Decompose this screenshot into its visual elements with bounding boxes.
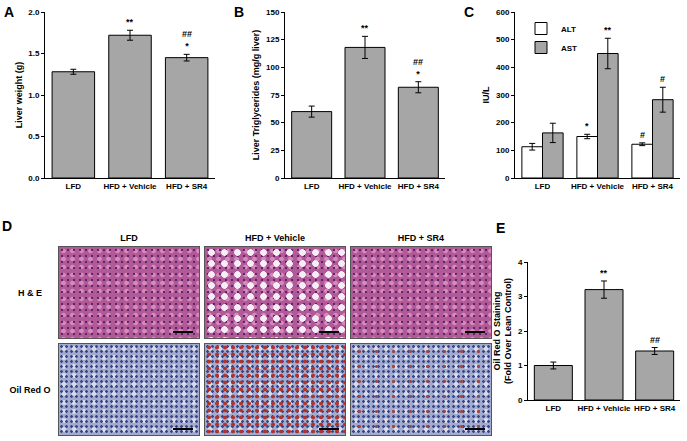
svg-text:LFD: LFD <box>66 182 82 191</box>
svg-text:A: A <box>4 4 14 20</box>
svg-text:HFD + Vehicle: HFD + Vehicle <box>577 404 631 413</box>
svg-text:HFD + SR4: HFD + SR4 <box>634 404 676 413</box>
svg-text:##: ## <box>650 335 660 345</box>
html-text:HFD + Vehicle: HFD + Vehicle <box>245 233 305 243</box>
html-text:Oil Red O: Oil Red O <box>9 384 51 395</box>
svg-text:2: 2 <box>518 327 523 336</box>
svg-text:#: # <box>640 130 645 140</box>
svg-text:##*: ##* <box>413 57 423 79</box>
svg-text:1.0: 1.0 <box>28 91 40 100</box>
svg-text:HFD + SR4: HFD + SR4 <box>632 182 674 191</box>
svg-text:400: 400 <box>496 63 510 72</box>
svg-text:**: ** <box>600 268 608 278</box>
svg-text:LFD: LFD <box>535 182 551 191</box>
html-text:HFD + SR4: HFD + SR4 <box>397 233 445 243</box>
svg-text:1.5: 1.5 <box>28 49 40 58</box>
svg-text:100: 100 <box>496 146 510 155</box>
svg-text:ALT: ALT <box>561 25 576 34</box>
svg-text:Oil Red O Staining(Fold Over L: Oil Red O Staining(Fold Over Lean Contro… <box>492 278 514 384</box>
svg-text:50: 50 <box>270 118 279 127</box>
svg-text:25: 25 <box>270 146 279 155</box>
svg-text:LFD: LFD <box>546 404 562 413</box>
svg-text:0: 0 <box>275 174 280 183</box>
svg-text:100: 100 <box>266 63 280 72</box>
html-text:H & E: H & E <box>18 287 42 298</box>
svg-text:300: 300 <box>496 91 510 100</box>
svg-text:125: 125 <box>266 35 280 44</box>
svg-text:0: 0 <box>505 174 510 183</box>
svg-text:LFD: LFD <box>304 182 320 191</box>
svg-text:AST: AST <box>561 44 577 53</box>
svg-text:0.5: 0.5 <box>28 132 40 141</box>
svg-text:##*: ##* <box>182 29 192 51</box>
svg-text:4: 4 <box>518 258 523 267</box>
svg-text:HFD + Vehicle: HFD + Vehicle <box>338 182 392 191</box>
svg-text:**: ** <box>604 25 612 35</box>
svg-text:150: 150 <box>266 8 280 17</box>
svg-text:600: 600 <box>496 8 510 17</box>
svg-text:**: ** <box>361 23 369 33</box>
svg-text:IU/L: IU/L <box>481 86 491 104</box>
svg-text:2.0: 2.0 <box>28 8 40 17</box>
svg-text:75: 75 <box>270 91 279 100</box>
svg-text:1: 1 <box>518 361 523 370</box>
svg-text:C: C <box>464 4 474 20</box>
svg-text:Liver Triglycerides (mg/g live: Liver Triglycerides (mg/g liver) <box>251 30 261 161</box>
html-text:LFD: LFD <box>120 233 138 243</box>
svg-text:Liver weight (g): Liver weight (g) <box>14 62 24 129</box>
svg-text:0: 0 <box>518 396 523 405</box>
svg-text:E: E <box>496 220 505 236</box>
svg-text:500: 500 <box>496 35 510 44</box>
svg-text:**: ** <box>126 17 134 27</box>
svg-text:HFD + Vehicle: HFD + Vehicle <box>571 182 625 191</box>
svg-text:B: B <box>234 4 244 20</box>
svg-text:HFD + Vehicle: HFD + Vehicle <box>103 182 157 191</box>
html-text:D: D <box>2 218 13 234</box>
svg-text:#: # <box>660 74 665 84</box>
svg-text:*: * <box>585 121 589 131</box>
svg-text:0.0: 0.0 <box>28 174 40 183</box>
svg-text:HFD + SR4: HFD + SR4 <box>398 182 440 191</box>
svg-text:HFD + SR4: HFD + SR4 <box>166 182 208 191</box>
svg-text:3: 3 <box>518 292 523 301</box>
svg-text:200: 200 <box>496 118 510 127</box>
